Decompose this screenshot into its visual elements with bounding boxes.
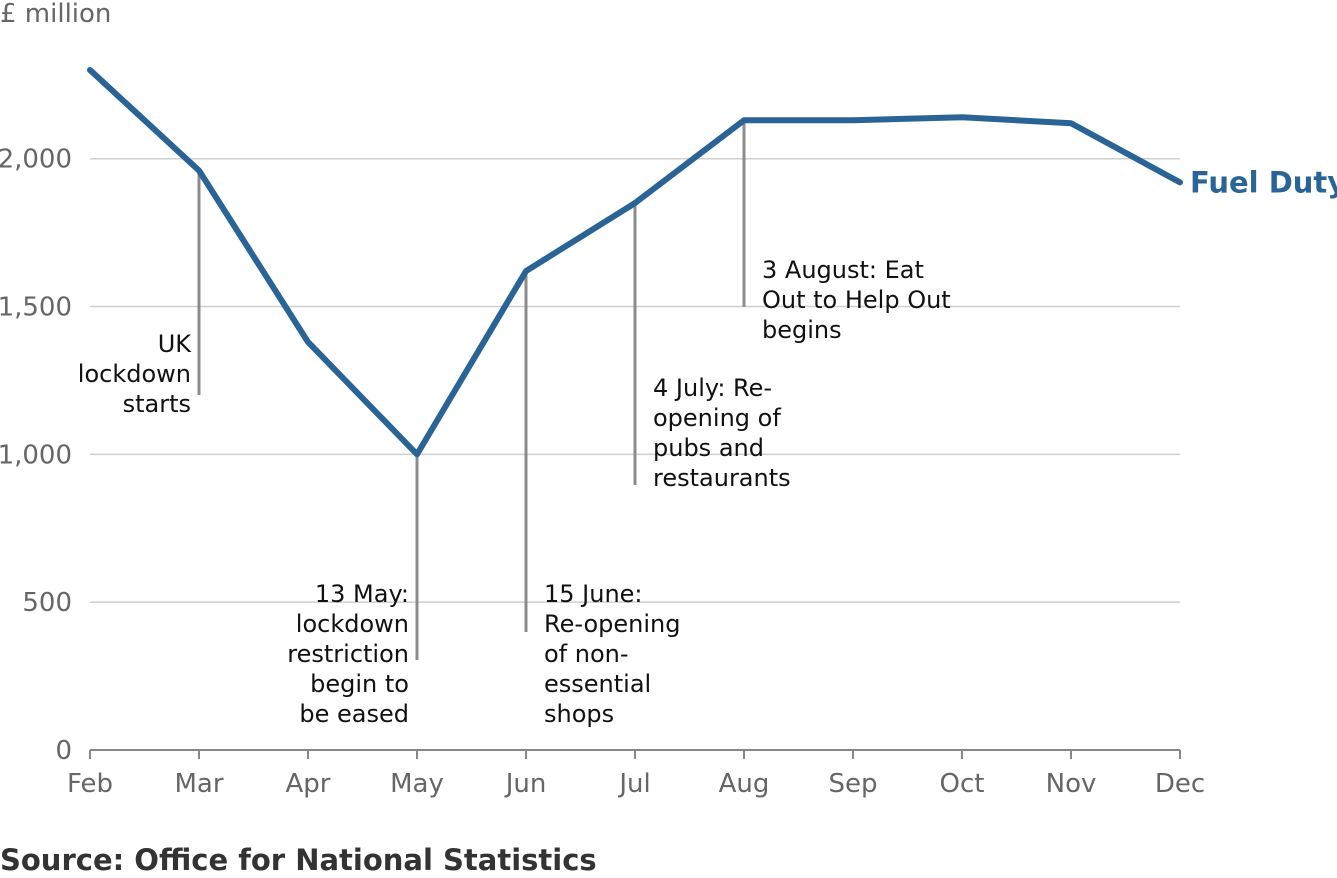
annotation-text: 4 July: Re- [653, 374, 772, 402]
annotation-text: begin to [310, 670, 409, 698]
annotation-text: shops [544, 700, 614, 728]
annotation-text: 3 August: Eat [762, 256, 924, 284]
annotation-text: starts [123, 390, 191, 418]
source-note: Source: Office for National Statistics [0, 843, 597, 877]
x-tick-label: Oct [940, 769, 985, 799]
series-label: Fuel Duty [1190, 165, 1337, 199]
annotation-text: lockdown [296, 610, 409, 638]
annotation-text: of non- [544, 640, 629, 668]
annotation-text: pubs and [653, 434, 764, 462]
y-axis-ticks: 0 500 1,000 1,500 2,000 [0, 145, 72, 766]
x-tick-label: Sep [828, 769, 877, 799]
y-tick-label: 500 [22, 588, 72, 618]
annotation-text: essential [544, 670, 651, 698]
x-tick-label: Apr [286, 769, 331, 799]
x-tick-label: Jul [617, 769, 650, 799]
annotation-text: restriction [287, 640, 409, 668]
y-tick-label: 0 [55, 736, 72, 766]
series-line-fuel-duty [87, 67, 1183, 458]
x-tick-label: Nov [1046, 769, 1097, 799]
annotation-text: lockdown [78, 360, 191, 388]
x-tick-label: Jun [504, 769, 547, 799]
annotation-text: opening of [653, 404, 781, 432]
annotation-text: Re-opening [544, 610, 680, 638]
y-axis-unit-label: £ million [0, 0, 111, 29]
x-axis: Feb Mar Apr May Jun Jul Aug Sep Oct Nov Dec [67, 749, 1205, 799]
y-tick-label: 1,500 [0, 293, 72, 323]
x-tick-label: Dec [1155, 769, 1205, 799]
y-tick-label: 2,000 [0, 145, 72, 175]
annotation-text: begins [762, 316, 842, 344]
fuel-duty-chart: £ million 0 500 1,000 1,500 2,000 Feb Mar Apr M… [0, 0, 1337, 799]
x-tick-label: May [390, 769, 444, 799]
annotation-text: restaurants [653, 464, 791, 492]
series-layer: Fuel Duty [87, 67, 1337, 458]
x-tick-label: Mar [174, 769, 223, 799]
annotation-text: 13 May: [315, 580, 409, 608]
x-tick-label: Aug [719, 769, 770, 799]
x-tick-label: Feb [67, 769, 113, 799]
y-tick-label: 1,000 [0, 440, 72, 470]
annotation-text: be eased [299, 700, 409, 728]
annotation-text: UK [158, 330, 193, 358]
annotation-text: 15 June: [544, 580, 643, 608]
annotation-text: Out to Help Out [762, 286, 951, 314]
